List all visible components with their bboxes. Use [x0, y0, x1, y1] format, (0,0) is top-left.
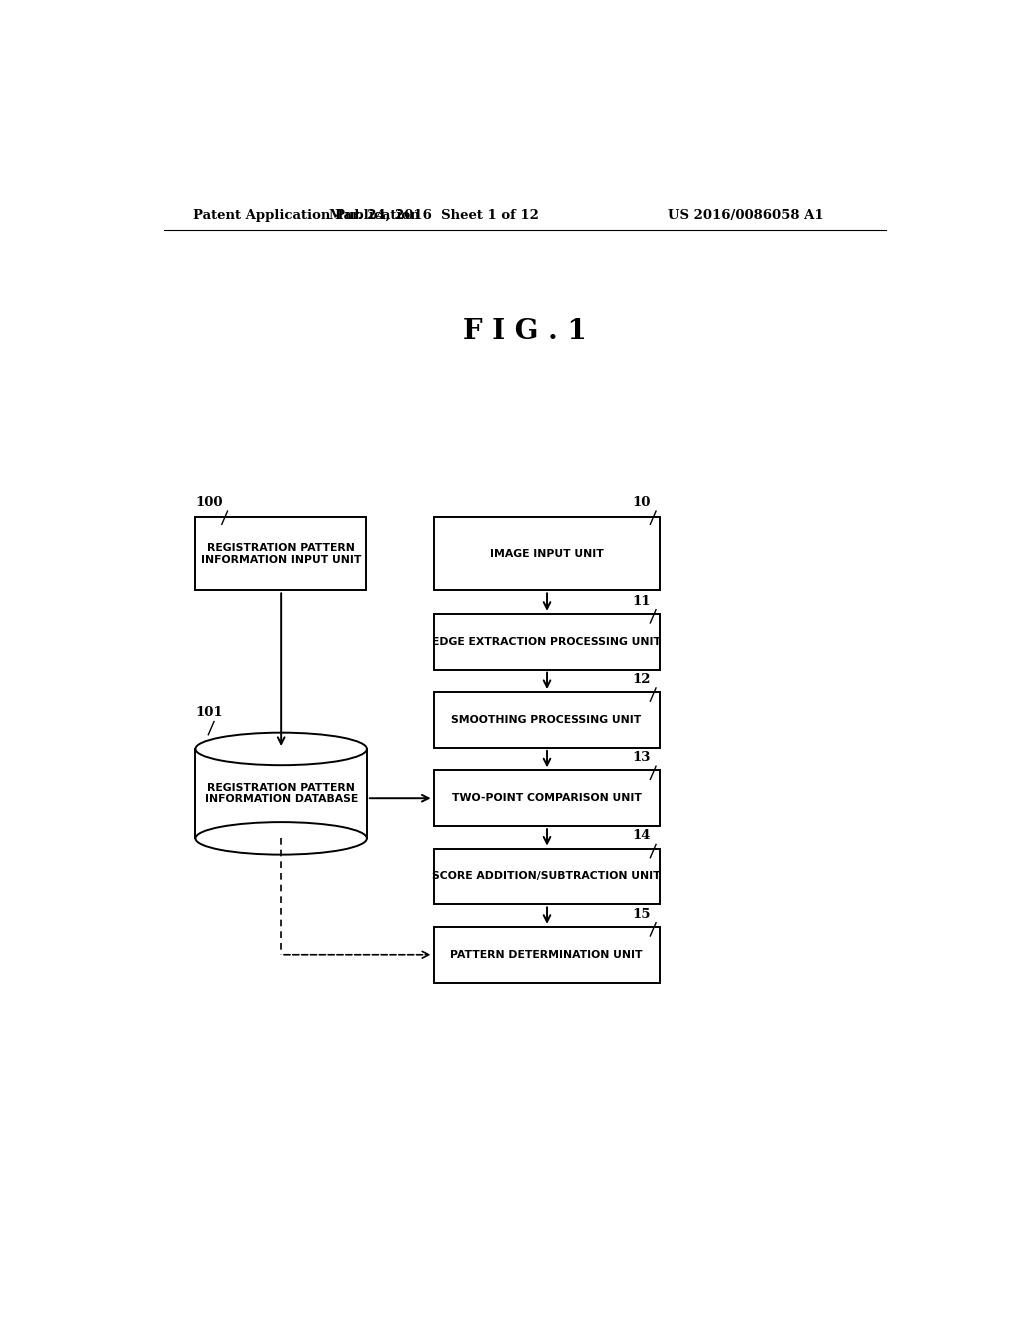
Text: 11: 11 [632, 594, 650, 607]
Text: SMOOTHING PROCESSING UNIT: SMOOTHING PROCESSING UNIT [452, 715, 642, 725]
Text: REGISTRATION PATTERN
INFORMATION INPUT UNIT: REGISTRATION PATTERN INFORMATION INPUT U… [201, 543, 360, 565]
Ellipse shape [196, 822, 367, 854]
Text: SCORE ADDITION/SUBTRACTION UNIT: SCORE ADDITION/SUBTRACTION UNIT [432, 871, 660, 882]
Text: IMAGE INPUT UNIT: IMAGE INPUT UNIT [489, 549, 603, 558]
Text: Patent Application Publication: Patent Application Publication [194, 209, 420, 222]
Bar [433, 614, 659, 669]
Bar [433, 771, 659, 826]
Bar [433, 927, 659, 982]
Text: EDGE EXTRACTION PROCESSING UNIT: EDGE EXTRACTION PROCESSING UNIT [432, 636, 662, 647]
Text: 14: 14 [632, 829, 650, 842]
Text: REGISTRATION PATTERN
INFORMATION DATABASE: REGISTRATION PATTERN INFORMATION DATABAS… [205, 783, 357, 804]
Bar [196, 517, 367, 590]
Text: 12: 12 [632, 673, 650, 686]
Text: F I G . 1: F I G . 1 [463, 318, 587, 345]
Text: PATTERN DETERMINATION UNIT: PATTERN DETERMINATION UNIT [451, 950, 643, 960]
Text: 15: 15 [632, 908, 650, 921]
Bar [433, 517, 659, 590]
Text: US 2016/0086058 A1: US 2016/0086058 A1 [668, 209, 823, 222]
Bar [433, 692, 659, 748]
Bar [196, 748, 367, 838]
Text: 100: 100 [196, 496, 223, 510]
Text: TWO-POINT COMPARISON UNIT: TWO-POINT COMPARISON UNIT [452, 793, 642, 804]
Text: 13: 13 [632, 751, 650, 764]
Text: 101: 101 [196, 706, 223, 719]
Text: Mar. 24, 2016  Sheet 1 of 12: Mar. 24, 2016 Sheet 1 of 12 [329, 209, 539, 222]
Ellipse shape [196, 733, 367, 766]
Bar [433, 849, 659, 904]
Text: 10: 10 [632, 496, 650, 510]
